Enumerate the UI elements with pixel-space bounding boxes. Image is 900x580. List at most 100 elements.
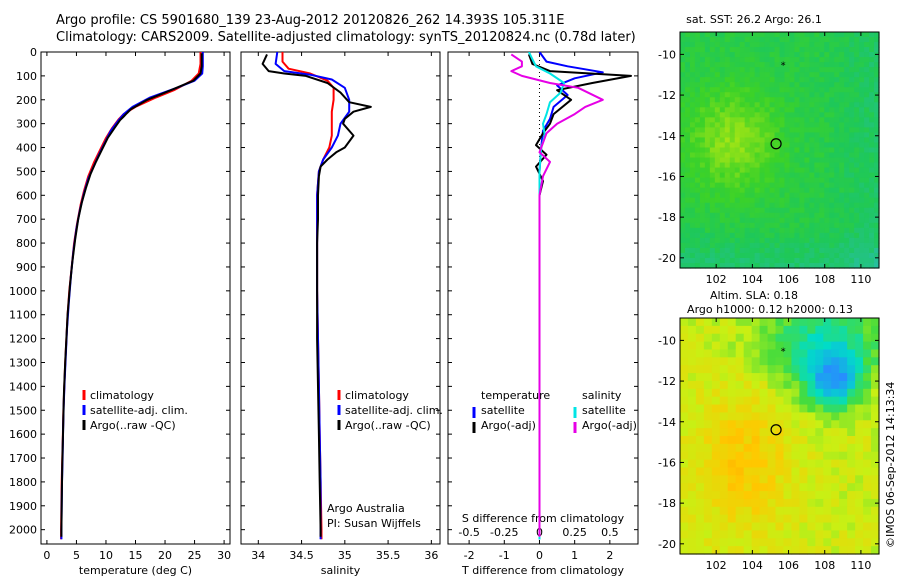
- map-cell: [839, 404, 848, 413]
- map-cell: [849, 137, 855, 144]
- map-cell: [719, 37, 726, 43]
- map-cell: [759, 137, 766, 144]
- map-cell: [799, 349, 808, 358]
- map-cell: [847, 498, 856, 508]
- map-cell: [739, 167, 746, 174]
- map-cell: [854, 197, 860, 204]
- map-cell: [874, 67, 880, 73]
- map-cell: [869, 82, 875, 88]
- map-cell: [794, 227, 800, 234]
- legend-label: satellite-adj. clim.: [90, 404, 188, 417]
- map-cell: [854, 32, 860, 38]
- y-tick-label: 700: [16, 213, 37, 226]
- map-cell: [831, 451, 840, 461]
- map-cell: [784, 67, 791, 73]
- map-cell: [804, 187, 810, 194]
- map-cell: [689, 247, 696, 254]
- map-cell: [749, 37, 756, 43]
- map-cell: [859, 252, 865, 259]
- map-cell: [704, 197, 711, 204]
- map-cell: [824, 37, 830, 43]
- map-cell: [863, 357, 872, 366]
- map-cell: [834, 107, 840, 113]
- map-cell: [729, 107, 736, 113]
- map-cell: [699, 247, 706, 254]
- map-cell: [703, 318, 713, 327]
- map-cell: [684, 212, 691, 219]
- map-cell: [714, 107, 721, 113]
- map-cell: [759, 202, 766, 209]
- map-cell: [844, 82, 850, 88]
- map-cell: [729, 242, 736, 249]
- map-cell: [680, 107, 686, 113]
- map-cell: [799, 202, 805, 209]
- map-cell: [727, 357, 737, 366]
- map-cell: [749, 137, 756, 144]
- map-cell: [799, 436, 808, 445]
- map-cell: [714, 142, 721, 149]
- map-cell: [804, 162, 810, 169]
- map-cell: [735, 388, 745, 398]
- map-cell: [724, 122, 731, 128]
- map-cell: [734, 92, 741, 98]
- map-cell: [694, 137, 701, 144]
- map-cell: [769, 52, 776, 58]
- map-cell: [809, 32, 815, 38]
- map-cell: [854, 47, 860, 53]
- map-cell: [794, 162, 800, 169]
- map-cell: [759, 92, 766, 98]
- map-cell: [831, 404, 840, 413]
- map-cell: [724, 147, 731, 154]
- map-cell: [844, 187, 850, 194]
- map-cell: [789, 232, 796, 239]
- map-cell: [849, 42, 855, 48]
- map-cell: [823, 514, 832, 524]
- map-cell: [751, 475, 761, 484]
- map-cell: [727, 318, 737, 327]
- map-cell: [764, 217, 771, 224]
- map-cell: [684, 77, 691, 83]
- map-cell: [849, 202, 855, 209]
- map-cell: [824, 117, 830, 123]
- map-cell: [719, 404, 729, 413]
- map-cell: [689, 257, 696, 264]
- map-cell: [869, 197, 875, 204]
- map-cell: [743, 436, 753, 445]
- map-cell: [779, 207, 786, 214]
- map-cell: [759, 380, 769, 390]
- map-cell: [791, 373, 800, 382]
- map-cell: [703, 546, 713, 555]
- map-cell: [711, 365, 721, 374]
- map-cell: [680, 182, 686, 189]
- map-cell: [767, 459, 777, 469]
- map-cell: [764, 202, 771, 209]
- map-cell: [774, 177, 781, 184]
- map-cell: [823, 333, 832, 343]
- map-cell: [680, 257, 686, 264]
- map-cell: [714, 32, 721, 38]
- map-cell: [684, 132, 691, 139]
- map-cell: [699, 212, 706, 219]
- map-cell: [869, 102, 875, 108]
- map-cell: [680, 57, 686, 63]
- map-cell: [784, 37, 791, 43]
- map-cell: [735, 530, 745, 539]
- map-cell: [749, 82, 756, 88]
- map-cell: [774, 122, 781, 128]
- map-cell: [859, 197, 865, 204]
- map-cell: [844, 52, 850, 58]
- map-cell: [854, 257, 860, 264]
- map-cell: [854, 137, 860, 144]
- map-cell: [704, 252, 711, 259]
- y-tick-label: 2000: [9, 524, 37, 537]
- top-tick-label: -0.25: [490, 526, 518, 539]
- map-cell: [714, 57, 721, 63]
- map-cell: [847, 380, 856, 390]
- map-cell: [734, 252, 741, 259]
- map-cell: [839, 107, 845, 113]
- map-cell: [814, 57, 820, 63]
- map-cell: [804, 102, 810, 108]
- map-cell: [754, 217, 761, 224]
- map-cell: [789, 107, 796, 113]
- map-cell: [735, 506, 745, 516]
